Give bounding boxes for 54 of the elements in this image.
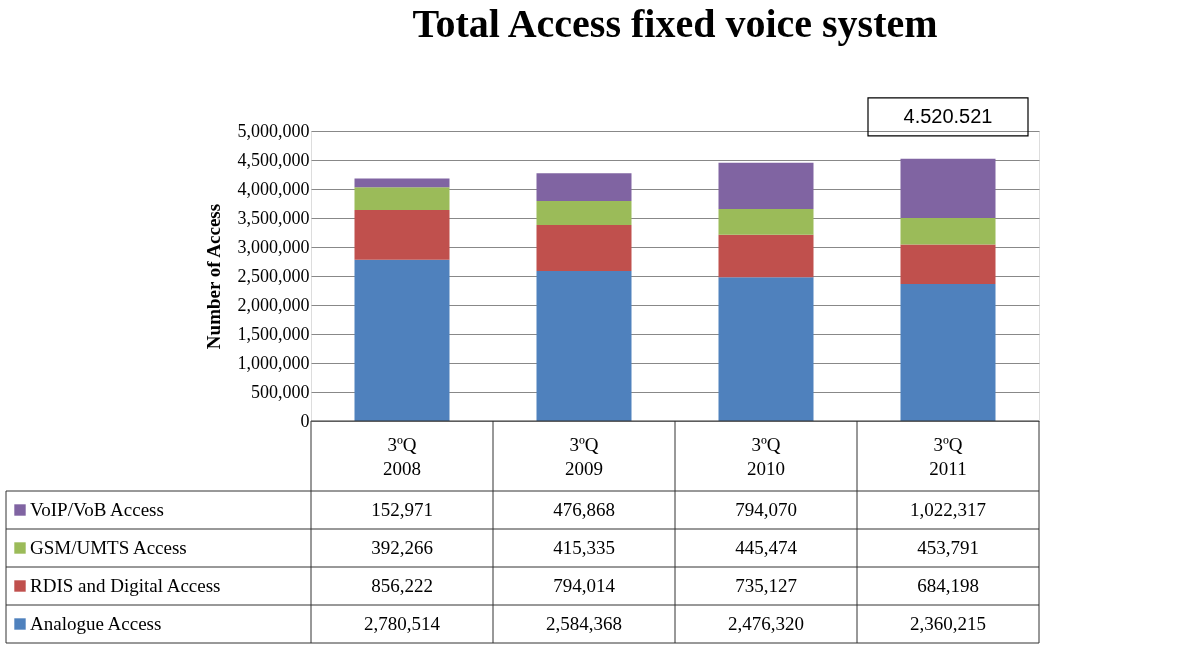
y-tick-label: 2,000,000 [237, 294, 310, 315]
bar [900, 218, 996, 245]
data-label: 415,335 [553, 537, 615, 558]
data-label: 856,222 [371, 575, 433, 596]
bar [536, 225, 632, 272]
x-tick-label: 3ºQ 2010 [747, 433, 785, 479]
bar [536, 200, 632, 226]
data-label: 735,127 [735, 575, 797, 596]
bar [536, 173, 632, 201]
bar [354, 187, 450, 211]
bar [718, 277, 814, 421]
y-tick-label: 4,500,000 [237, 149, 310, 170]
chart-title: Total Access fixed voice system [412, 1, 938, 47]
x-tick-label: 3ºQ 2009 [565, 433, 603, 479]
y-tick-label: 4,000,000 [237, 178, 310, 199]
x-tick-label: 3ºQ 2008 [383, 433, 421, 479]
bar [354, 210, 450, 260]
legend-label: GSM/UMTS Access [30, 537, 187, 558]
data-label: 684,198 [917, 575, 979, 596]
bar [536, 271, 632, 421]
data-label: 1,022,317 [910, 499, 986, 520]
data-label: 392,266 [371, 537, 433, 558]
annotation: 4.520.521 [903, 104, 993, 127]
y-tick-label: 1,000,000 [237, 352, 310, 373]
bar [718, 234, 814, 278]
bar [718, 208, 814, 235]
data-label: 445,474 [735, 537, 798, 558]
x-tick-label: 3ºQ 2011 [929, 433, 967, 479]
y-tick-label: 1,500,000 [237, 323, 310, 344]
y-tick-label: 2,500,000 [237, 265, 310, 286]
legend-label: Analogue Access [30, 613, 162, 634]
data-label: 794,014 [553, 575, 616, 596]
data-label: 453,791 [917, 537, 979, 558]
data-label: 2,584,368 [546, 613, 622, 634]
y-tick-label: 0 [300, 410, 310, 431]
data-label: 2,360,215 [910, 613, 986, 634]
bar [354, 178, 450, 188]
data-label: 476,868 [553, 499, 615, 520]
bar [354, 259, 450, 421]
bar [718, 162, 814, 209]
y-tick-label: 500,000 [251, 381, 310, 402]
legend-label: VoIP/VoB Access [30, 499, 164, 520]
data-label: 2,476,320 [728, 613, 804, 634]
data-label: 794,070 [735, 499, 797, 520]
y-tick-label: 5,000,000 [237, 120, 310, 141]
data-label: 152,971 [371, 499, 433, 520]
bar [900, 284, 996, 421]
y-tick-label: 3,000,000 [237, 236, 310, 257]
y-axis-title: Number of Access [202, 203, 224, 350]
y-tick-label: 3,500,000 [237, 207, 310, 228]
legend-label: RDIS and Digital Access [30, 575, 221, 596]
bar [900, 244, 996, 285]
bar [900, 158, 996, 219]
data-label: 2,780,514 [364, 613, 441, 634]
